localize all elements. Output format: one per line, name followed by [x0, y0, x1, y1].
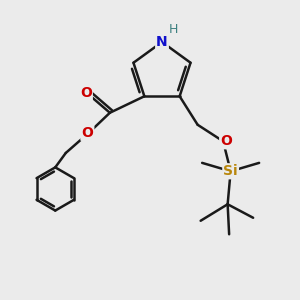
Text: N: N — [156, 35, 168, 49]
Text: O: O — [220, 134, 232, 148]
Text: H: H — [169, 23, 178, 36]
Text: O: O — [80, 86, 92, 100]
Text: O: O — [81, 126, 93, 140]
Text: Si: Si — [223, 164, 238, 178]
